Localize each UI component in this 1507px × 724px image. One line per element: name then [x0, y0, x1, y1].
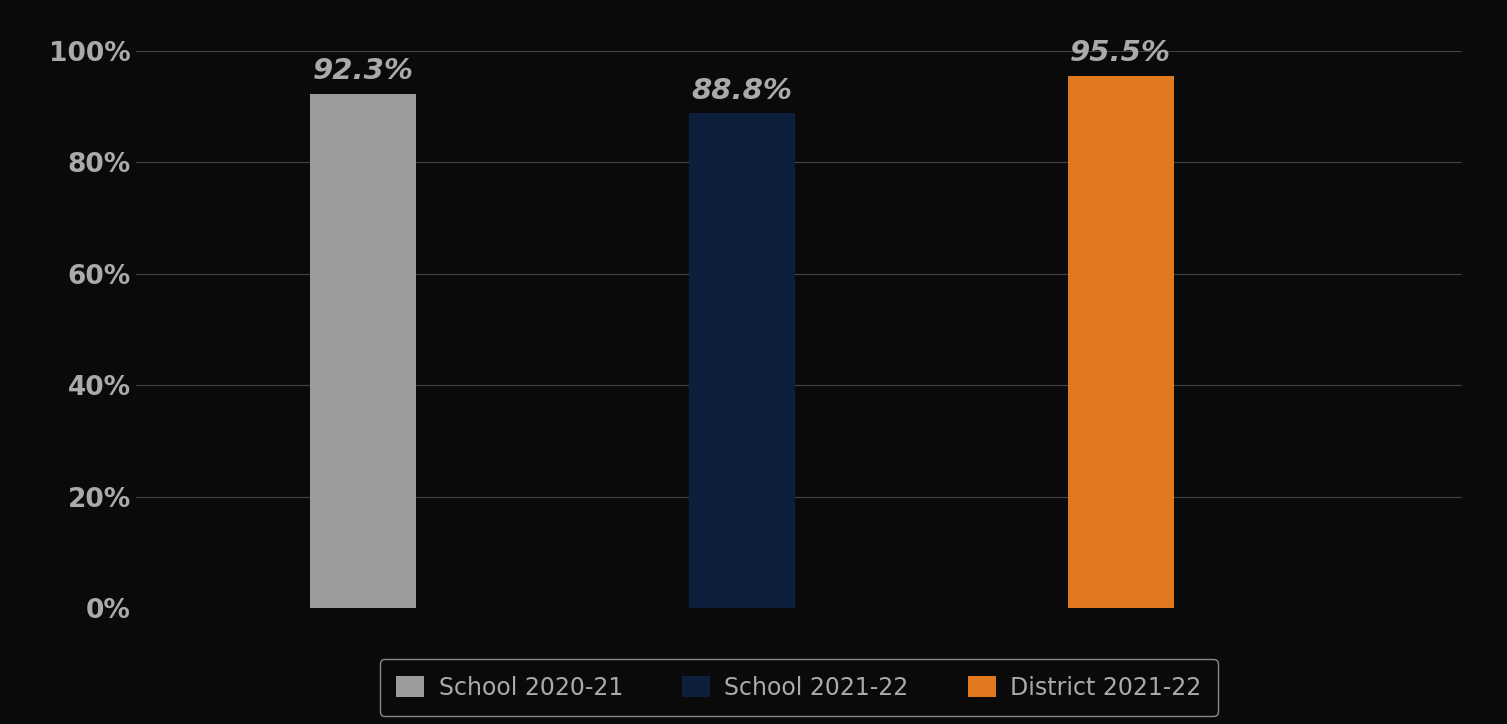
Bar	[310, 93, 416, 608]
Text: 88.8%: 88.8%	[692, 77, 793, 105]
Text: 95.5%: 95.5%	[1070, 39, 1171, 67]
Text: 92.3%: 92.3%	[312, 57, 413, 85]
Legend: School 2020-21, School 2021-22, District 2021-22: School 2020-21, School 2021-22, District…	[380, 659, 1218, 716]
Bar	[689, 113, 794, 608]
Bar	[1068, 76, 1174, 608]
